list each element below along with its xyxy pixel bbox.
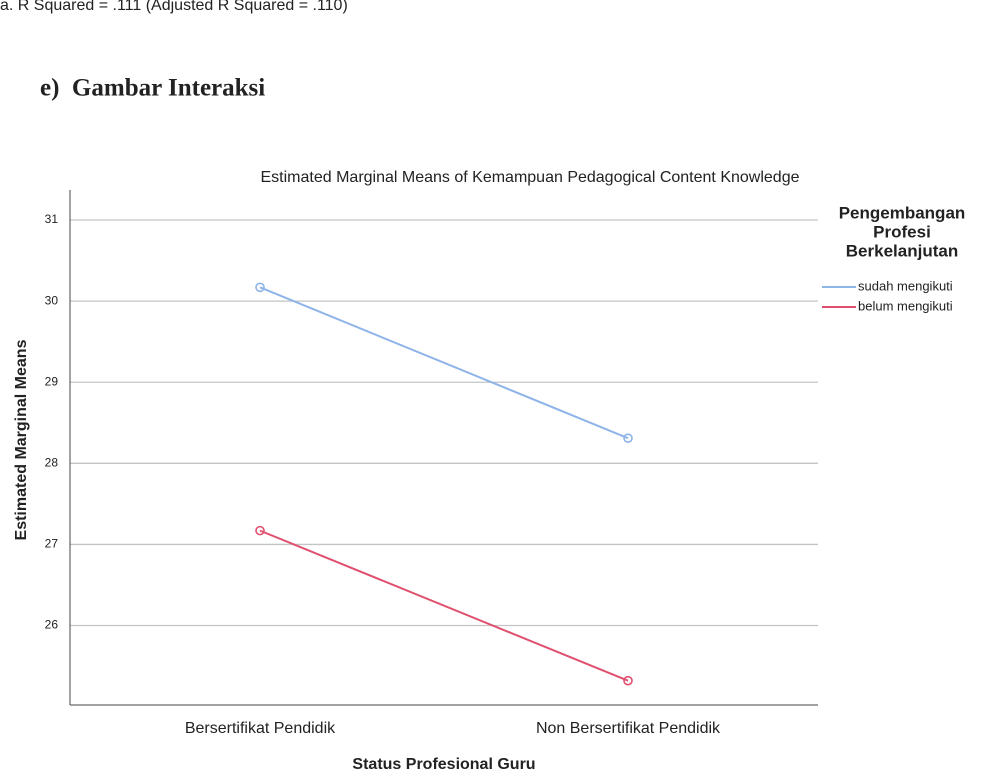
heading: e) Gambar Interaksi	[40, 75, 265, 102]
chart-title: Estimated Marginal Means of Kemampuan Pe…	[261, 169, 800, 186]
y-axis-label: Estimated Marginal Means	[13, 339, 30, 540]
point-marker	[623, 675, 633, 686]
y-tick-label: 26	[45, 618, 59, 632]
legend-title: Berkelanjutan	[846, 241, 958, 260]
series-line	[259, 286, 629, 440]
note: a. R Squared = .111 (Adjusted R Squared …	[0, 0, 348, 14]
y-tick-label: 28	[45, 455, 59, 469]
y-tick-label: 31	[45, 212, 59, 226]
legend-title: Pengembangan	[839, 203, 966, 222]
x-tick-label: Non Bersertifikat Pendidik	[536, 720, 721, 737]
legend-label: sudah mengikuti	[858, 278, 953, 293]
y-tick-label: 27	[45, 537, 59, 551]
legend-title: Profesi	[873, 222, 931, 241]
point-marker	[255, 525, 265, 536]
series-line	[259, 529, 629, 682]
point-marker	[255, 282, 265, 293]
y-tick-label: 30	[45, 293, 59, 307]
x-axis-label: Status Profesional Guru	[352, 756, 535, 773]
legend-label: belum mengikuti	[858, 298, 953, 313]
y-tick-label: 29	[45, 374, 59, 388]
x-tick-label: Bersertifikat Pendidik	[185, 720, 336, 737]
point-marker	[623, 433, 633, 443]
